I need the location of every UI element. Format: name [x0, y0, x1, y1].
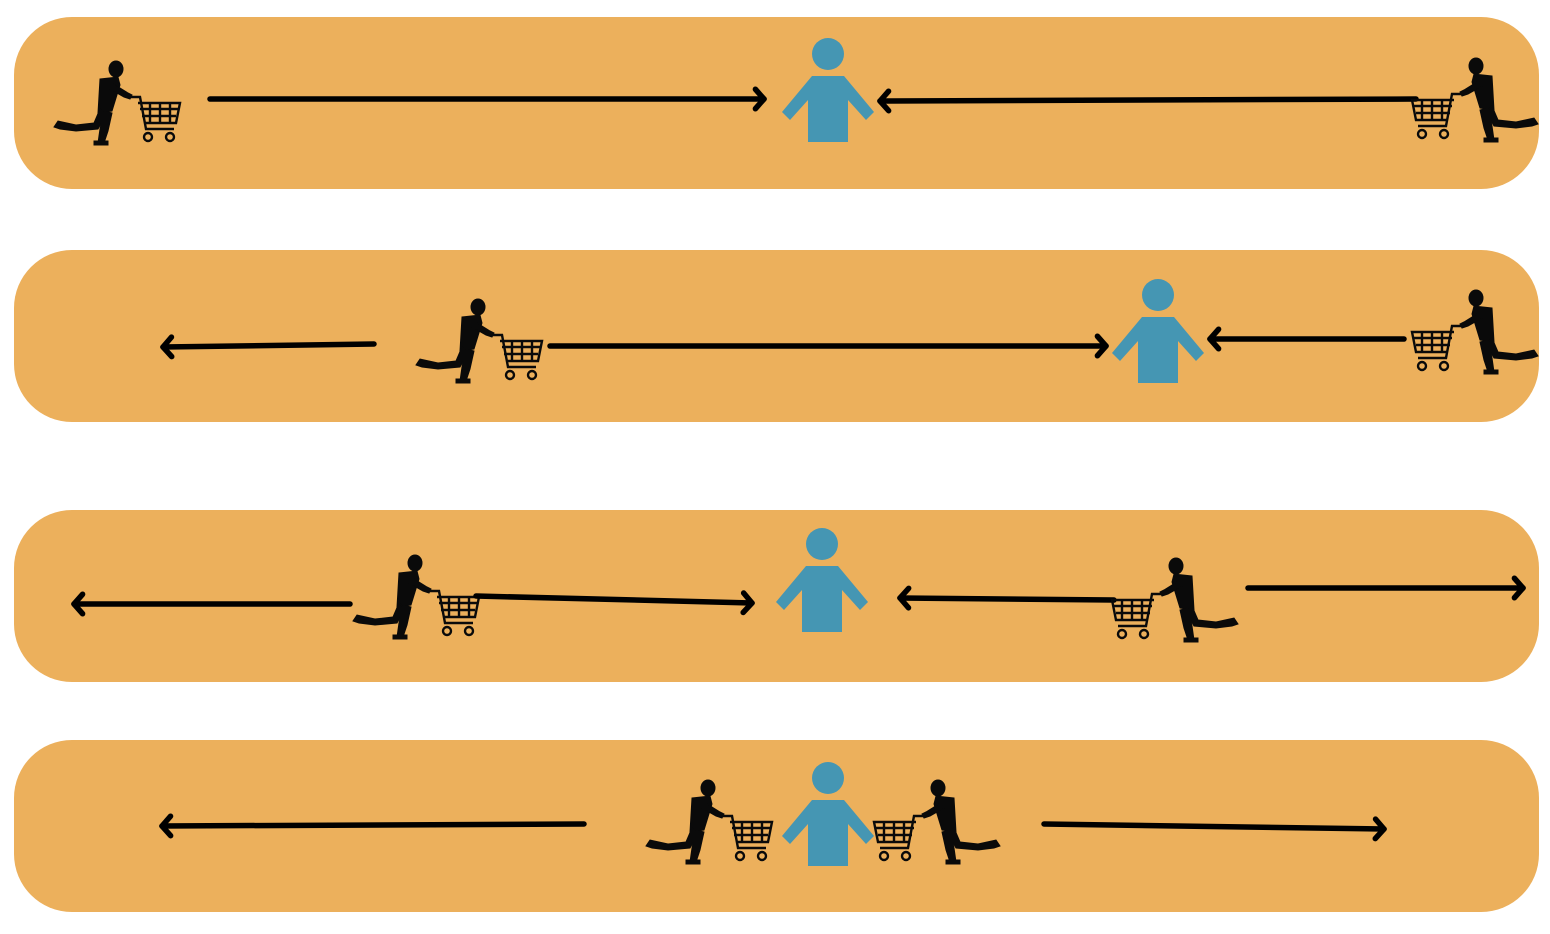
arrow-icon: [547, 333, 1109, 359]
shopper-icon: [1410, 56, 1540, 144]
arrow-icon: [1207, 326, 1407, 352]
arrow-icon: [160, 334, 377, 360]
arrow-icon: [473, 590, 755, 616]
arrow-icon: [1041, 816, 1387, 842]
shopper-icon: [351, 553, 481, 641]
person-icon: [776, 528, 868, 632]
arrow-icon: [159, 813, 587, 839]
shopper-icon: [52, 59, 182, 147]
arrow-icon: [71, 591, 353, 617]
scene-band-2: [14, 250, 1539, 422]
person-icon: [1112, 279, 1204, 383]
arrow-icon: [1245, 575, 1526, 601]
scene-band-3: [14, 510, 1539, 682]
arrow-icon: [877, 88, 1419, 114]
person-icon: [782, 762, 874, 866]
shopper-icon: [872, 778, 1002, 866]
arrow-icon: [207, 86, 767, 112]
arrow-icon: [897, 585, 1117, 611]
shopper-icon: [644, 778, 774, 866]
person-icon: [782, 38, 874, 142]
shopper-icon: [1410, 288, 1540, 376]
shopper-icon: [414, 297, 544, 385]
shopper-icon: [1110, 556, 1240, 644]
scene-band-1: [14, 17, 1539, 189]
